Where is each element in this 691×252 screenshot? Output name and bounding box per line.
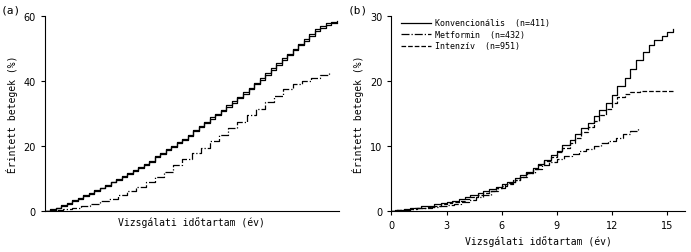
Konvencionális  (n=411) (584, 122, 592, 125)
Text: (a): (a) (1, 6, 21, 16)
Konvencionális  (n=411) (595, 115, 603, 118)
Text: (b): (b) (348, 6, 368, 16)
Metformin  (n=432) (531, 171, 539, 174)
Intenzív  (n=951) (635, 90, 643, 93)
Metformin  (n=432) (406, 208, 414, 211)
Metformin  (n=432) (472, 199, 480, 202)
Line: Metformin  (n=432): Metformin (n=432) (391, 128, 638, 211)
Metformin  (n=432) (464, 199, 473, 202)
Line: Intenzív  (n=951): Intenzív (n=951) (391, 91, 672, 211)
Konvencionális  (n=411) (437, 203, 445, 206)
Metformin  (n=432) (387, 210, 395, 213)
Intenzív  (n=951) (668, 90, 676, 93)
Intenzív  (n=951) (668, 90, 676, 93)
Konvencionális  (n=411) (387, 210, 395, 213)
Y-axis label: Érintett betegek (%): Érintett betegek (%) (6, 56, 17, 173)
Metformin  (n=432) (420, 207, 428, 210)
Line: Konvencionális  (n=411): Konvencionális (n=411) (391, 30, 672, 211)
Konvencionális  (n=411) (576, 128, 585, 131)
Intenzív  (n=951) (417, 207, 425, 210)
Y-axis label: Érintett betegek (%): Érintett betegek (%) (352, 56, 364, 173)
Intenzív  (n=951) (387, 210, 395, 213)
Intenzív  (n=951) (455, 201, 464, 204)
Intenzív  (n=951) (614, 97, 622, 100)
Intenzív  (n=951) (448, 202, 456, 205)
Konvencionális  (n=411) (668, 28, 676, 32)
X-axis label: Vizsgálati időtartam (év): Vizsgálati időtartam (év) (465, 236, 612, 246)
Metformin  (n=432) (435, 206, 444, 209)
Konvencionális  (n=411) (395, 208, 403, 211)
Legend: Konvencionális  (n=411), Metformin  (n=432), Intenzív  (n=951): Konvencionális (n=411), Metformin (n=432… (401, 19, 550, 51)
Intenzív  (n=951) (663, 90, 671, 93)
Konvencionális  (n=411) (595, 109, 603, 112)
X-axis label: Vizsgálati időtartam (év): Vizsgálati időtartam (év) (118, 216, 265, 228)
Metformin  (n=432) (634, 127, 642, 130)
